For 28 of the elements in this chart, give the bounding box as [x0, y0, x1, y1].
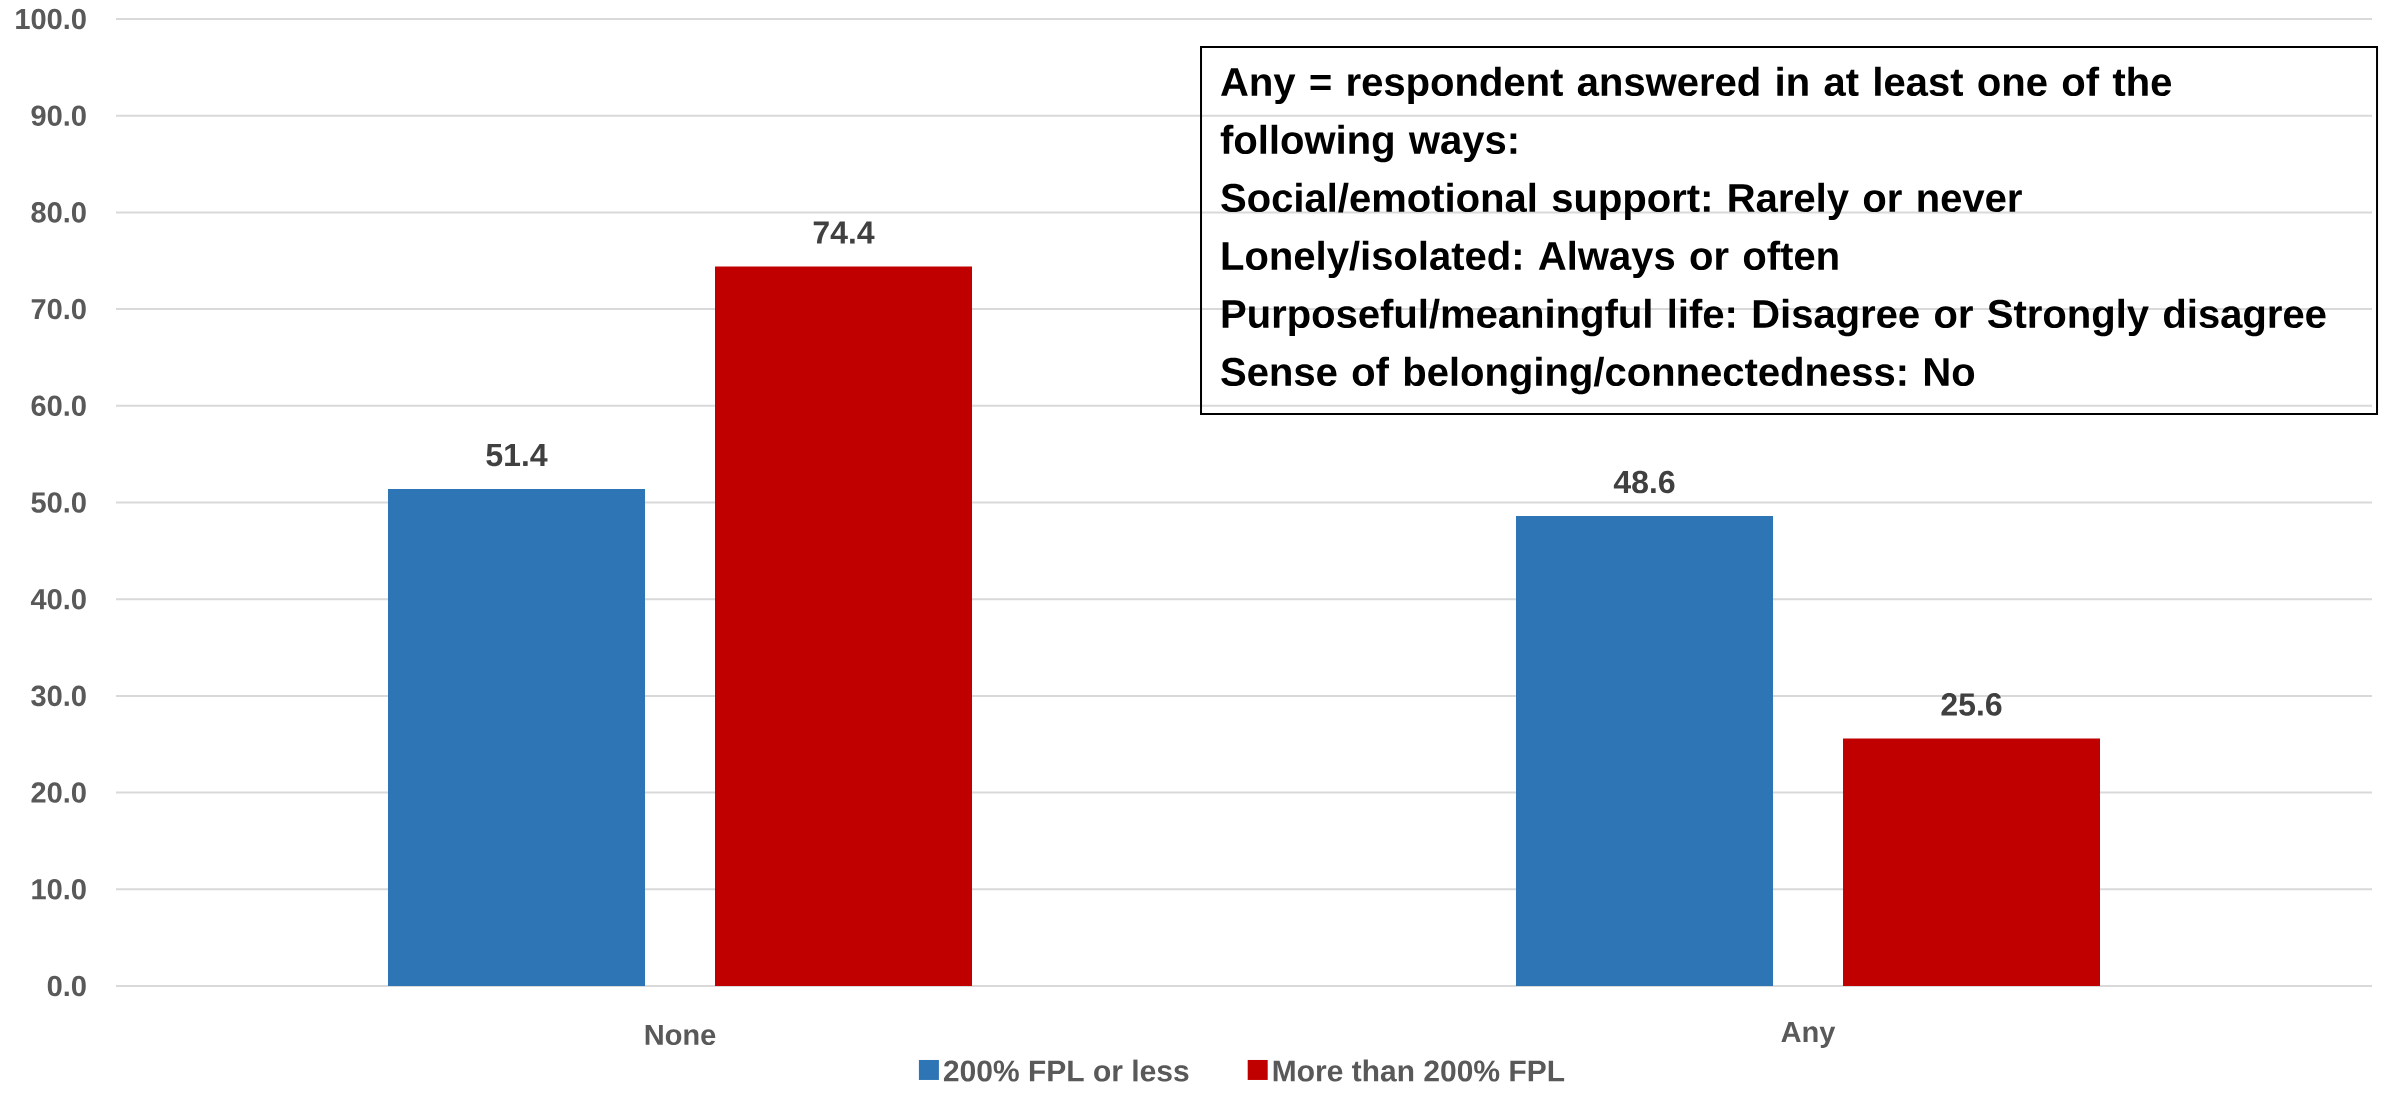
y-tick-label: 50.0	[31, 492, 86, 513]
x-tick-label: Any	[1781, 1022, 1836, 1048]
y-tick-label: 70.0	[31, 298, 86, 320]
data-label: 74.4	[813, 221, 875, 244]
y-tick-label: 80.0	[31, 202, 86, 223]
y-tick-label: 30.0	[31, 685, 86, 707]
y-tick-label: 60.0	[31, 395, 86, 417]
bar	[715, 266, 973, 986]
bar	[1516, 516, 1774, 986]
x-tick-label: None	[645, 1024, 716, 1046]
bar	[388, 488, 646, 986]
y-tick-label: 10.0	[32, 879, 86, 900]
legend-label: More than 200% FPL	[1273, 1059, 1565, 1082]
annotation: Any = respondent answered in at least one of the following ways:	[1220, 66, 2172, 163]
data-label: 25.6	[1941, 693, 2002, 716]
annotation: Purposeful/meaningful life: Disagree or Strongly disagree	[1222, 298, 2326, 337]
y-tick-label: 0.0	[47, 975, 86, 997]
y-tick-label: 90.0	[31, 105, 86, 126]
data-label: 48.6	[1613, 470, 1675, 494]
data-label: 51.4	[486, 443, 548, 467]
y-tick-label: 20.0	[31, 782, 86, 803]
legend-label: 200% FPL or less	[943, 1059, 1189, 1082]
y-tick-label: 40.0	[30, 588, 86, 610]
y-tick-label: 100.0	[16, 8, 86, 30]
annotation: Social/emotional support: Rarely or never	[1221, 182, 2022, 221]
bar	[1843, 738, 2101, 986]
annotation: Sense of belonging/connectedness: No	[1221, 356, 1975, 395]
annotation: Lonely/isolated: Always or often	[1222, 240, 1838, 279]
